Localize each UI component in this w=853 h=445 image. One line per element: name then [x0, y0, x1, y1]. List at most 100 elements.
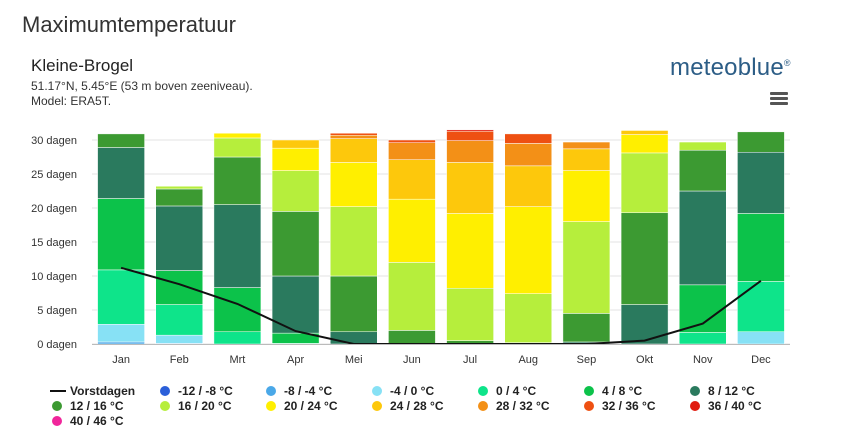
chart-bars — [97, 129, 785, 345]
y-tick-label: 25 dagen — [31, 169, 77, 181]
x-tick-label: Aug — [518, 354, 538, 366]
hamburger-menu-icon[interactable] — [770, 92, 788, 106]
bar-segment — [271, 211, 320, 277]
location-coordinates: 51.17°N, 5.45°E (53 m boven zeeniveau). — [31, 79, 253, 93]
bar-segment — [737, 331, 785, 345]
bar-segment — [97, 269, 145, 325]
bar-segment — [213, 132, 262, 139]
legend-label: Vorstdagen — [70, 384, 135, 398]
bar-segment — [562, 141, 611, 150]
legend-label: 32 / 36 °C — [602, 399, 656, 413]
bar-segment — [679, 284, 727, 333]
bar-segment — [504, 133, 552, 144]
bar-segment — [562, 221, 611, 314]
bar-segment — [330, 134, 378, 139]
legend-color-dot — [690, 386, 700, 396]
bar-segment — [737, 281, 785, 333]
y-tick-label: 15 dagen — [31, 237, 77, 249]
x-tick-label: Jan — [112, 354, 130, 366]
legend-label: 16 / 20 °C — [178, 399, 232, 413]
legend-label: 24 / 28 °C — [390, 399, 444, 413]
x-tick-label: Okt — [636, 354, 653, 366]
legend-color-dot — [160, 386, 170, 396]
y-axis: 0 dagen 5 dagen 10 dagen 15 dagen 20 dagen 25… — [31, 135, 77, 351]
bar-segment — [155, 205, 203, 271]
logo-trademark: ® — [783, 58, 791, 68]
y-tick-label: 0 dagen — [37, 339, 77, 351]
bar-segment — [446, 287, 494, 341]
legend-label: 12 / 16 °C — [70, 399, 124, 413]
bar-segment — [155, 334, 203, 344]
bar-segment — [330, 162, 378, 207]
legend-label: 4 / 8 °C — [602, 384, 642, 398]
bar-segment — [213, 156, 262, 205]
bar-segment — [562, 313, 611, 343]
bar-segment — [213, 137, 262, 158]
legend-color-dot — [584, 386, 594, 396]
x-tick-label: Mei — [345, 354, 363, 366]
bar-segment — [679, 190, 727, 286]
bar-segment — [388, 142, 436, 160]
bar-segment — [737, 131, 785, 153]
logo-text: meteoblue — [670, 54, 784, 81]
bar-segment — [330, 331, 378, 345]
bar-segment — [388, 262, 436, 331]
legend-color-dot — [372, 386, 382, 396]
legend-label: 36 / 40 °C — [708, 399, 762, 413]
x-tick-label: Dec — [751, 354, 771, 366]
legend-color-dot — [372, 401, 382, 411]
legend-label: 28 / 32 °C — [496, 399, 550, 413]
bar-segment — [562, 170, 611, 222]
legend-color-dot — [52, 401, 62, 411]
bar-segment — [620, 152, 669, 214]
legend-label: -12 / -8 °C — [178, 384, 233, 398]
location-name: Kleine-Brogel — [31, 56, 134, 75]
bar-segment — [97, 133, 145, 148]
legend-label: -8 / -4 °C — [284, 384, 332, 398]
bar-segment — [97, 147, 145, 199]
bar-segment — [155, 270, 203, 305]
y-tick-label: 30 dagen — [31, 135, 77, 147]
legend-label: 20 / 24 °C — [284, 399, 338, 413]
bar-segment — [155, 185, 203, 190]
x-tick-label: Feb — [170, 354, 189, 366]
bar-segment — [504, 143, 552, 167]
bar-segment — [271, 170, 320, 212]
y-tick-label: 5 dagen — [37, 305, 77, 317]
legend-color-dot — [160, 401, 170, 411]
bar-segment — [562, 148, 611, 171]
bar-segment — [97, 198, 145, 271]
bar-segment — [388, 198, 436, 263]
bar-segment — [155, 188, 203, 207]
legend-label: -4 / 0 °C — [390, 384, 434, 398]
bar-segment — [97, 341, 145, 345]
bar-segment — [155, 304, 203, 336]
x-tick-label: Apr — [287, 354, 304, 366]
bar-segment — [330, 206, 378, 277]
bar-segment — [504, 165, 552, 207]
bar-segment — [271, 139, 320, 149]
bar-segment — [620, 304, 669, 345]
x-tick-label: Jun — [403, 354, 421, 366]
bar-segment — [446, 162, 494, 214]
bar-segment — [446, 213, 494, 289]
bar-segment — [620, 134, 669, 154]
bar-segment — [330, 138, 378, 163]
x-tick-label: Sep — [577, 354, 597, 366]
legend-color-dot — [266, 386, 276, 396]
bar-segment — [213, 204, 262, 288]
legend-color-dot — [52, 416, 62, 426]
bar-segment — [504, 293, 552, 343]
legend-color-dot — [690, 401, 700, 411]
bar-segment — [737, 213, 785, 282]
bar-segment — [271, 275, 320, 334]
bar-segment — [620, 212, 669, 305]
bar-segment — [446, 129, 494, 132]
chart-legend: Vorstdagen -12 / -8 °C -8 / -4 °C -4 / 0 °C… — [50, 384, 762, 428]
x-tick-label: Mrt — [229, 354, 245, 366]
bar-segment — [271, 147, 320, 171]
x-tick-label: Nov — [693, 354, 713, 366]
y-tick-label: 20 dagen — [31, 203, 77, 215]
bar-segment — [388, 159, 436, 200]
meteoblue-logo[interactable]: meteoblue® — [670, 54, 791, 82]
